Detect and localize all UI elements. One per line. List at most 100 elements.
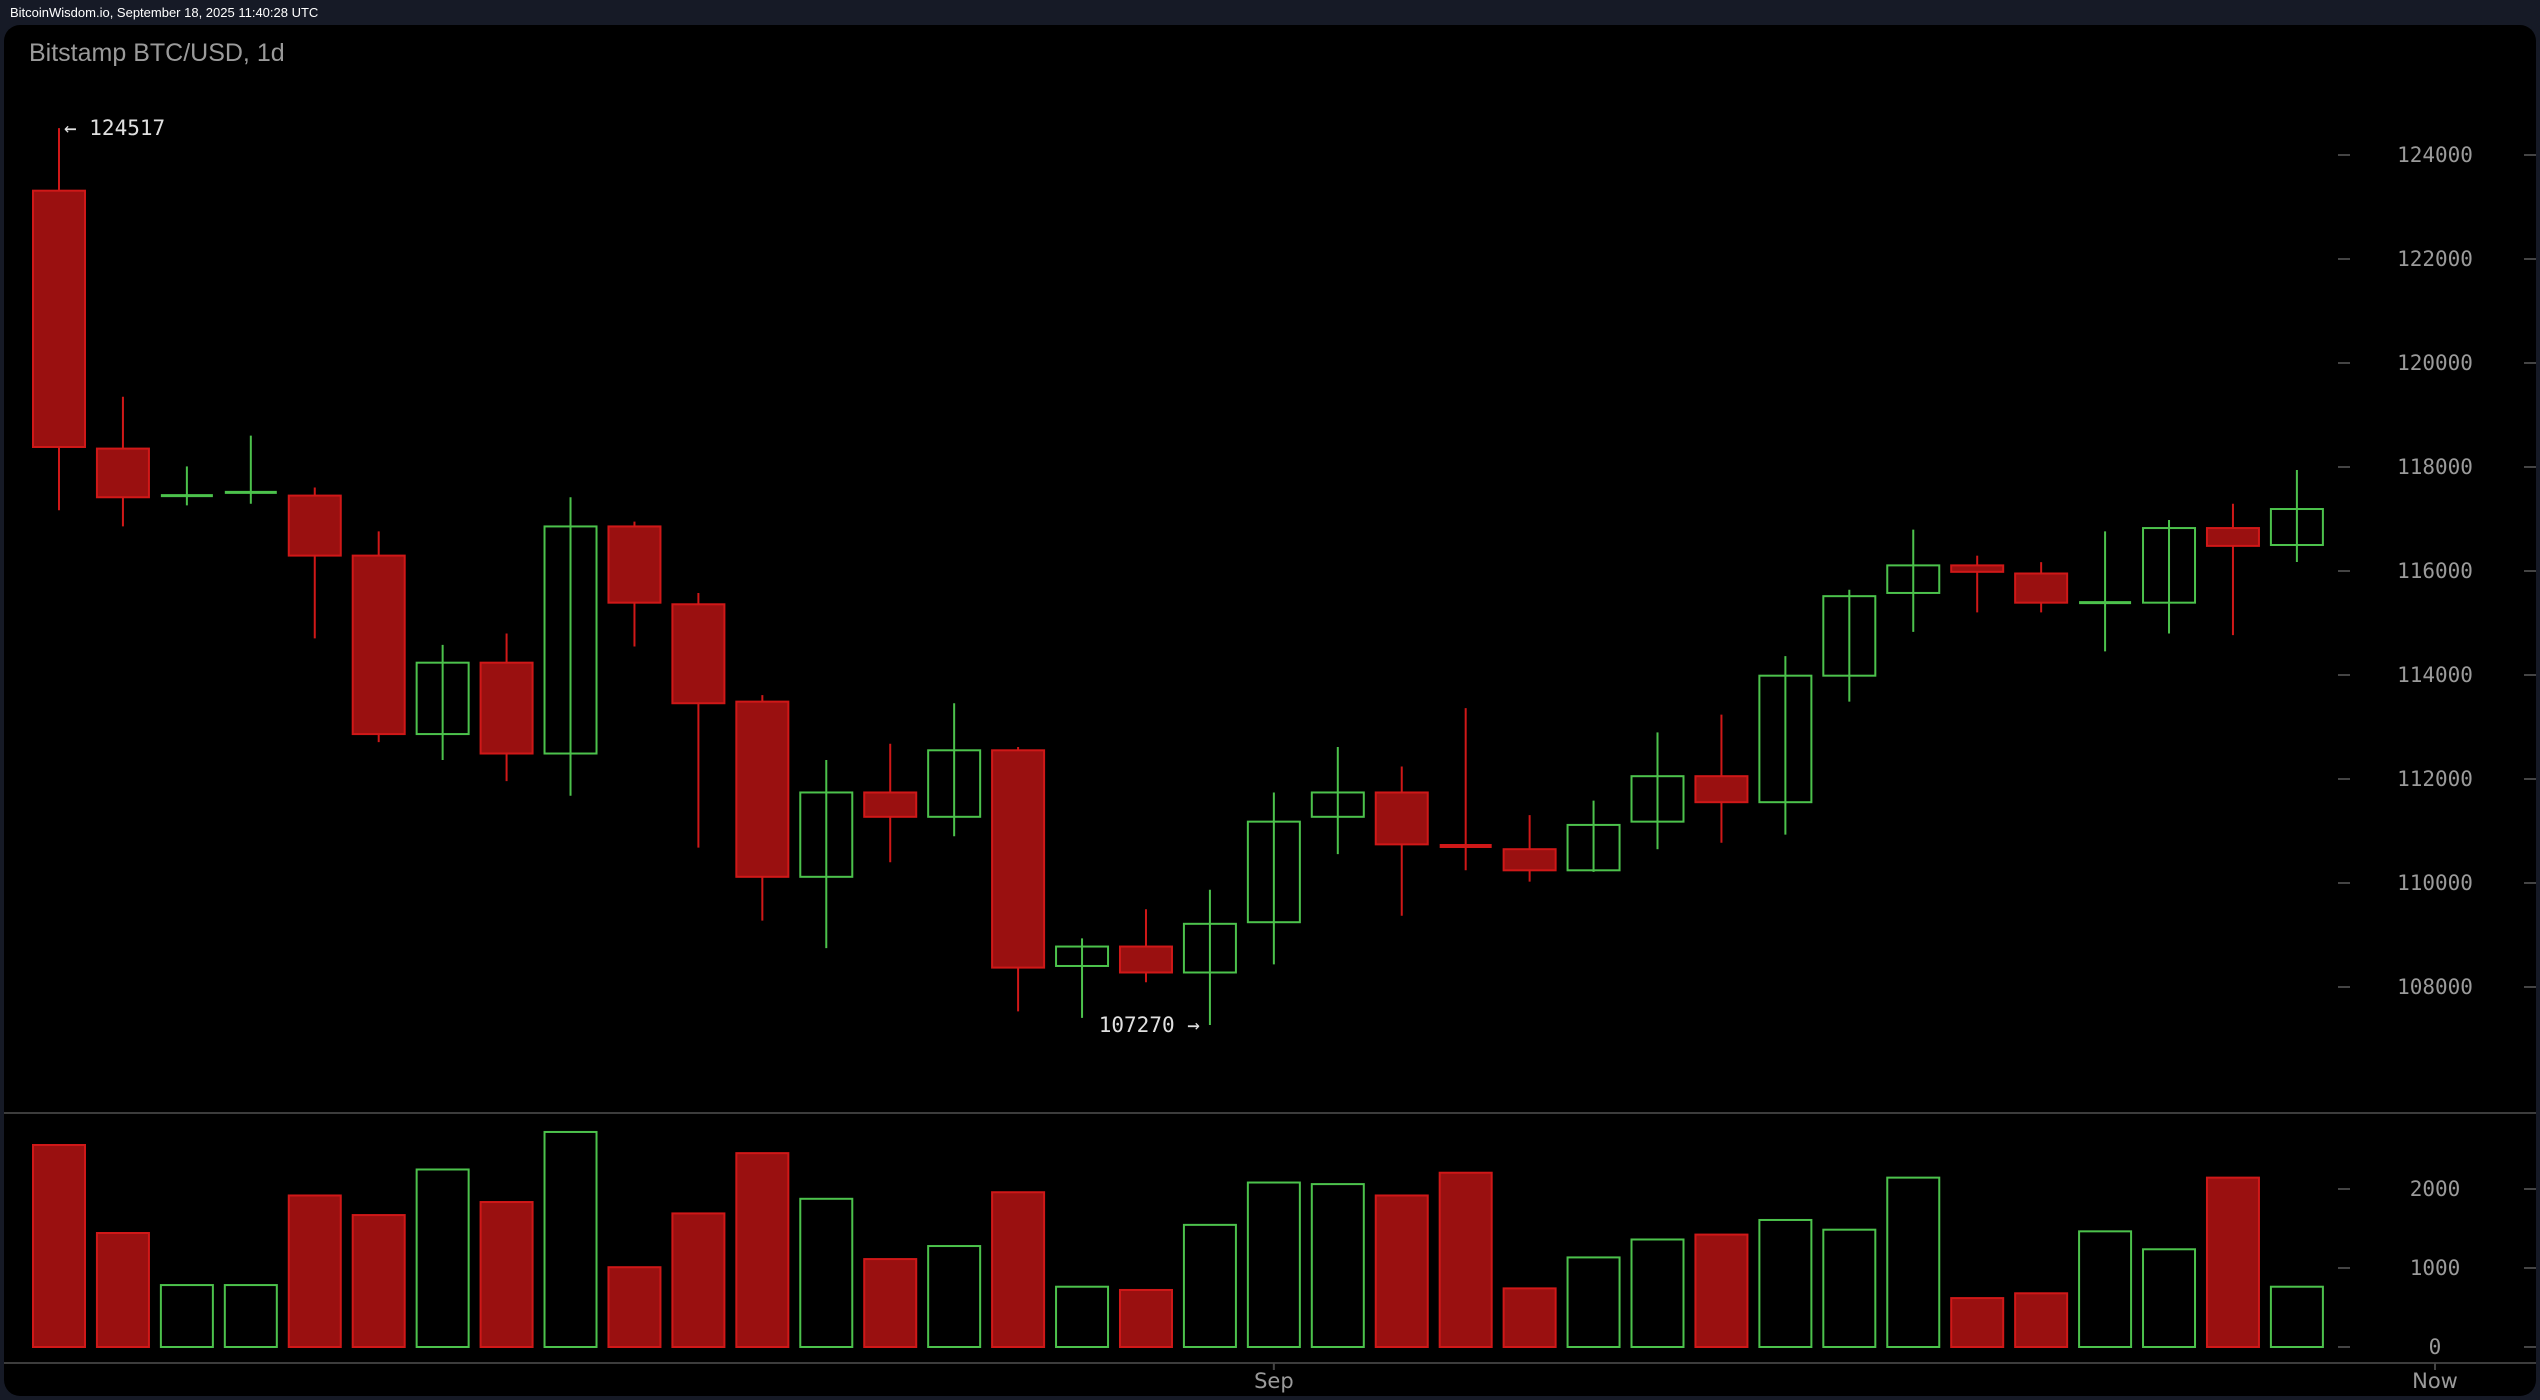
candle-down [2014, 562, 2069, 613]
price-tick-label: 112000 [2397, 767, 2473, 791]
candle-body [543, 525, 598, 755]
candle-up [1630, 732, 1685, 850]
candle-down [1118, 909, 1173, 983]
volume-bar [1886, 1176, 1941, 1349]
volume-bar [799, 1197, 854, 1349]
x-tick-label: Sep [1254, 1369, 1294, 1393]
candle-body [1566, 823, 1621, 872]
candlestick-chart[interactable]: 108000 110000 112000 114000 116000 118000 1200… [4, 25, 2536, 1396]
volume-bar [1566, 1256, 1621, 1348]
price-axis: 108000 110000 112000 114000 116000 118000 1200… [2338, 143, 2536, 999]
volume-bar [479, 1201, 534, 1349]
candle-up [415, 644, 470, 760]
volume-tick-label: 0 [2429, 1335, 2442, 1359]
candle-body [1822, 595, 1877, 677]
volume-bar [2205, 1176, 2260, 1349]
candle-up [1246, 792, 1301, 965]
volume-bar [927, 1245, 982, 1348]
candle-down [287, 487, 342, 639]
volume-bar [1758, 1218, 1813, 1349]
volume-bar [1822, 1228, 1877, 1349]
candle-up [543, 497, 598, 796]
candle-down [607, 521, 662, 647]
volume-bar [1630, 1238, 1685, 1348]
volume-bar [159, 1284, 214, 1348]
min-price-label: 107270 → [1099, 1013, 1200, 1037]
candle-down [1439, 708, 1492, 871]
volume-bar [351, 1214, 406, 1348]
candle-body [2014, 572, 2069, 604]
candle-down [1374, 766, 1429, 916]
volume-bar [2142, 1248, 2197, 1348]
candle-down [991, 747, 1046, 1012]
time-axis: Sep Now [1254, 1363, 2458, 1393]
candle-up [1055, 938, 1110, 1018]
volume-bar [223, 1284, 278, 1348]
source-timestamp: BitcoinWisdom.io, September 18, 2025 11:… [10, 5, 319, 20]
volume-bar [1374, 1194, 1429, 1349]
candle-body [1502, 848, 1557, 872]
candle-body [991, 749, 1046, 969]
price-tick-label: 110000 [2397, 871, 2473, 895]
volume-bar [671, 1212, 726, 1349]
candle-up [2142, 519, 2197, 634]
candle-body [1758, 674, 1813, 804]
candle-body [351, 554, 406, 736]
candle-body [2269, 508, 2324, 546]
candle-body [671, 603, 726, 705]
candle-body [1886, 564, 1941, 594]
candle-body [1182, 922, 1237, 974]
candle-up [1182, 889, 1237, 1025]
max-price-label: ← 124517 [64, 116, 165, 140]
volume-bar [607, 1266, 662, 1348]
candle-down [479, 633, 534, 782]
price-tick-label: 116000 [2397, 559, 2473, 583]
chart-title: Bitstamp BTC/USD, 1d [29, 39, 285, 67]
candle-body [1246, 820, 1301, 924]
candle-body [32, 189, 86, 448]
volume-bar [543, 1130, 598, 1349]
candle-body [863, 791, 918, 818]
volume-bar [1118, 1288, 1173, 1349]
candle-body [1374, 791, 1429, 846]
candle-down [1950, 555, 2005, 613]
volume-bar [2078, 1230, 2133, 1348]
candle-body [1310, 791, 1365, 818]
candle-up [1758, 656, 1813, 835]
candle-up [224, 435, 277, 504]
volume-axis: 0 1000 2000 [2338, 1177, 2536, 1359]
price-tick-label: 124000 [2397, 143, 2473, 167]
candle-up [799, 759, 854, 949]
top-bar: BitcoinWisdom.io, September 18, 2025 11:… [0, 0, 2540, 25]
candle-down [1502, 815, 1557, 882]
volume-bar [2269, 1285, 2324, 1349]
candle-down [2205, 503, 2260, 636]
candle-down [671, 592, 726, 848]
candle-up [1566, 800, 1621, 872]
candle-down [351, 531, 406, 743]
volume-bar [1502, 1287, 1557, 1348]
candle-body [1630, 775, 1685, 823]
candle-down [95, 396, 150, 527]
candle-up [1822, 589, 1877, 702]
volume-bar [32, 1143, 86, 1348]
volume-bar [1055, 1285, 1110, 1349]
candle-up [160, 466, 213, 506]
candle-body [1694, 775, 1749, 804]
volume-bar [863, 1258, 918, 1348]
candle-down [1694, 714, 1749, 843]
volume-tick-label: 2000 [2410, 1177, 2461, 1201]
candle-up [1310, 747, 1365, 855]
chart-panel: 108000 110000 112000 114000 116000 118000 1200… [4, 25, 2536, 1396]
volume-bar [287, 1194, 342, 1349]
candle-down [32, 128, 86, 511]
candle-body [1118, 945, 1173, 974]
candle-body [735, 700, 790, 878]
candle-body [95, 447, 150, 499]
volume-tick-label: 1000 [2410, 1256, 2461, 1280]
candle-body [287, 494, 342, 557]
candle-up [1886, 529, 1941, 632]
volume-bars [32, 1130, 2324, 1349]
volume-bar [991, 1191, 1046, 1349]
candle-up [927, 703, 982, 837]
